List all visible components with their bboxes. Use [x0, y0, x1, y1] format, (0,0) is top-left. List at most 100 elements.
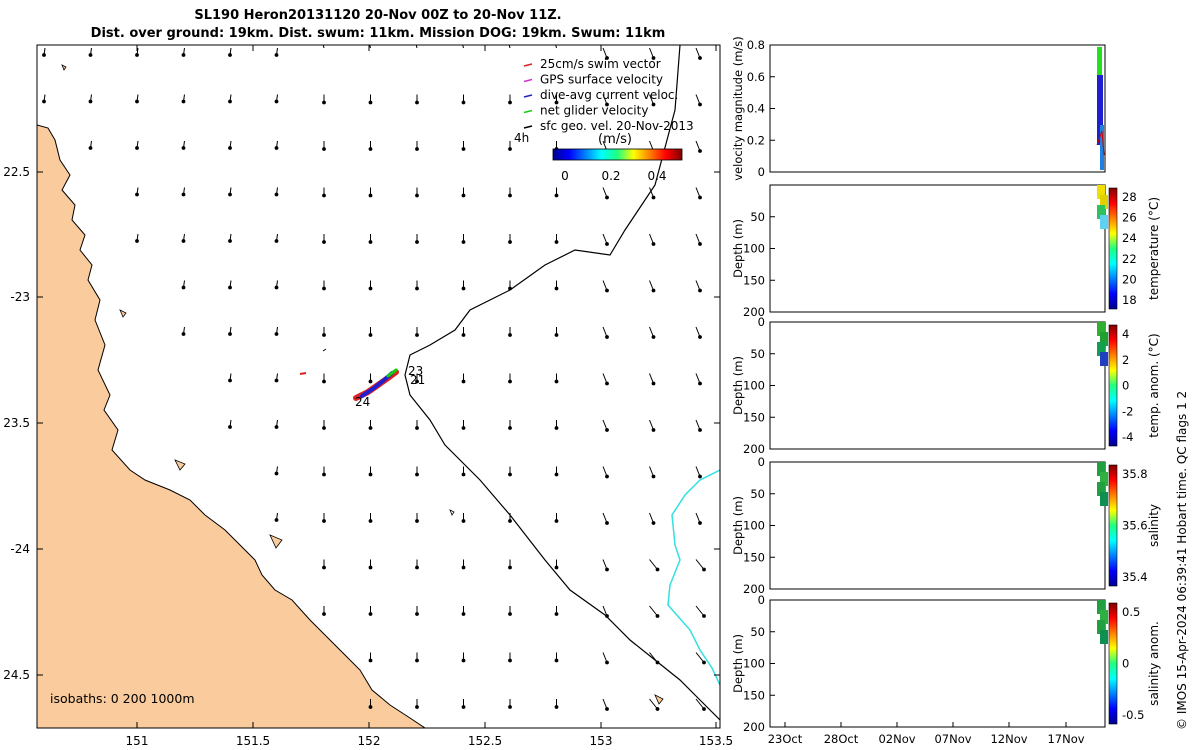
colorbar-tick: 24 — [1122, 231, 1137, 245]
panel-y-tick: 0 — [758, 593, 765, 607]
figure-title-line2: Dist. over ground: 19km. Dist. swum: 11k… — [90, 26, 666, 41]
profile-panel-2: 0 50 100 150 200 Depth (m) 4 2 0 -2 -4 temp. anom. … — [731, 315, 1161, 456]
map-x-tick-label: 151 — [126, 734, 149, 748]
map-y-tick-label: 23.5 — [3, 416, 30, 430]
panel-y-tick: 100 — [743, 379, 765, 393]
legend-entry: net glider velocity — [540, 104, 648, 118]
profile-panel-0: 0.8 0.6 0.4 0.2 0 velocity magnitude (m/s) — [731, 36, 1106, 181]
panel-y-tick: 0 — [758, 165, 765, 179]
colorbar-tick: 2 — [1122, 353, 1129, 367]
legend-entry: sfc geo. vel. 20-Nov-2013 — [540, 119, 694, 133]
map-x-tick-label: 151.5 — [236, 734, 270, 748]
map-y-ticks: 22.5 -23 23.5 -24 24.5 — [3, 165, 720, 682]
panel-ylabel: Depth (m) — [731, 634, 745, 693]
colorbar-tick: 18 — [1122, 293, 1137, 307]
panel-ylabel: velocity magnitude (m/s) — [731, 36, 745, 181]
profile-panel-3: 0 50 100 150 200 Depth (m) 35.8 35.6 35.4 salinit… — [731, 455, 1161, 596]
panel-y-tick: 200 — [743, 582, 765, 596]
panel-ylabel: Depth (m) — [731, 356, 745, 415]
panel-y-tick: 0.2 — [747, 133, 765, 147]
colorbar-label: salinity anom. — [1147, 621, 1161, 706]
map-y-tick-label: -24 — [10, 542, 30, 556]
colorbar-label: temp. anom. (°C) — [1147, 333, 1161, 437]
colorbar-tick: 22 — [1122, 252, 1137, 266]
colorbar-tick: 28 — [1122, 190, 1137, 204]
colorbar-tick: -4 — [1122, 430, 1133, 444]
panel-y-tick: 100 — [743, 242, 765, 256]
colorbar-label: salinity — [1147, 504, 1161, 547]
time-axis-label: 23Oct — [768, 732, 803, 746]
colorbar-tick: 26 — [1122, 211, 1137, 225]
panel-y-tick: 200 — [743, 442, 765, 456]
coastline-land — [37, 124, 426, 728]
panel-y-tick: 0.6 — [747, 70, 765, 84]
map-x-tick-label: 153 — [590, 734, 613, 748]
colorbar-label: temperature (°C) — [1147, 197, 1161, 300]
panel-y-tick: 0 — [758, 455, 765, 469]
panel-y-tick: 150 — [743, 410, 765, 424]
map-y-tick-label: -23 — [10, 290, 30, 304]
panel-y-tick: 100 — [743, 657, 765, 671]
time-axis-label: 28Oct — [824, 732, 859, 746]
speed-colorbar — [552, 148, 683, 161]
legend-entry: 25cm/s swim vector — [540, 57, 661, 71]
colorbar-tick: 20 — [1122, 272, 1137, 286]
colorbar-title: (m/s) — [598, 132, 632, 147]
panel-y-tick: 0 — [758, 315, 765, 329]
colorbar-tick: 35.4 — [1122, 570, 1148, 584]
map-x-tick-label: 152 — [358, 734, 381, 748]
track-label-24: 24 — [355, 395, 370, 409]
map-x-tick-label: 152.5 — [468, 734, 502, 748]
colorbar-tick-0: 0 — [561, 169, 569, 183]
legend-entry: dive-avg current veloc. — [540, 88, 678, 102]
track-label-21: 21 — [410, 373, 425, 387]
glider-track — [299, 348, 399, 401]
time-axis-label: 12Nov — [990, 732, 1027, 746]
map-x-tick-label: 153.5 — [699, 734, 733, 748]
panel-y-tick: 50 — [750, 625, 765, 639]
isobaths-label: isobaths: 0 200 1000m — [50, 691, 195, 706]
panel-y-tick: 50 — [750, 347, 765, 361]
panel-ylabel: Depth (m) — [731, 496, 745, 555]
map-y-tick-label: 24.5 — [3, 668, 30, 682]
profile-panels: 0.8 0.6 0.4 0.2 0 velocity magnitude (m/s) 50 1… — [731, 36, 1161, 746]
colorbar-tick: 0.5 — [1122, 605, 1140, 619]
panel-y-tick: 150 — [743, 273, 765, 287]
map-x-ticks: 151 151.5 152 152.5 153 153.5 — [126, 45, 733, 748]
legend-entry: GPS surface velocity — [540, 73, 663, 87]
panel-y-tick: 150 — [743, 688, 765, 702]
colorbar-tick: -2 — [1122, 404, 1133, 418]
map-y-tick-label: 22.5 — [3, 165, 30, 179]
panel-ylabel: Depth (m) — [731, 219, 745, 278]
panel-y-tick: 0.8 — [747, 38, 765, 52]
colorbar-tick: 35.6 — [1122, 519, 1148, 533]
panel-y-tick: 200 — [743, 720, 765, 734]
colorbar-tick-02: 0.2 — [601, 169, 620, 183]
time-axis-label: 17Nov — [1047, 732, 1084, 746]
isobath-1000m — [667, 469, 720, 686]
time-axis-label: 07Nov — [934, 732, 971, 746]
colorbar-tick-04: 0.4 — [647, 169, 666, 183]
track-label-23: 23 — [408, 364, 423, 378]
panel-y-tick: 150 — [743, 550, 765, 564]
panel-y-tick: 50 — [750, 487, 765, 501]
sfc-geo-velocity-arrows — [42, 45, 706, 711]
time-label-4h: 4h — [514, 131, 529, 145]
map-legend: 25cm/s swim vector GPS surface velocitydi… — [523, 57, 694, 133]
colorbar-tick: 0 — [1122, 379, 1129, 393]
colorbar-tick: 4 — [1122, 327, 1129, 341]
map-panel: 23 21 24 isobaths: 0 200 1000m 151 151.5 1… — [3, 44, 733, 748]
profile-panel-1: 50 100 150 200 Depth (m) 28 26 24 22 20 18 temperat… — [731, 184, 1161, 319]
panel-y-tick: 0.4 — [747, 102, 765, 116]
panel-y-tick: 200 — [743, 305, 765, 319]
panel-y-tick: 100 — [743, 519, 765, 533]
time-axis-label: 02Nov — [878, 732, 915, 746]
isobath-200m — [404, 45, 720, 721]
figure-title-line1: SL190 Heron20131120 20-Nov 00Z to 20-Nov… — [194, 8, 562, 23]
colorbar-tick: 35.8 — [1122, 467, 1148, 481]
imos-copyright: © IMOS 15-Apr-2024 06:39:41 Hobart time.… — [1175, 391, 1189, 730]
panel-y-tick: 50 — [750, 210, 765, 224]
colorbar-tick: 0 — [1122, 657, 1129, 671]
